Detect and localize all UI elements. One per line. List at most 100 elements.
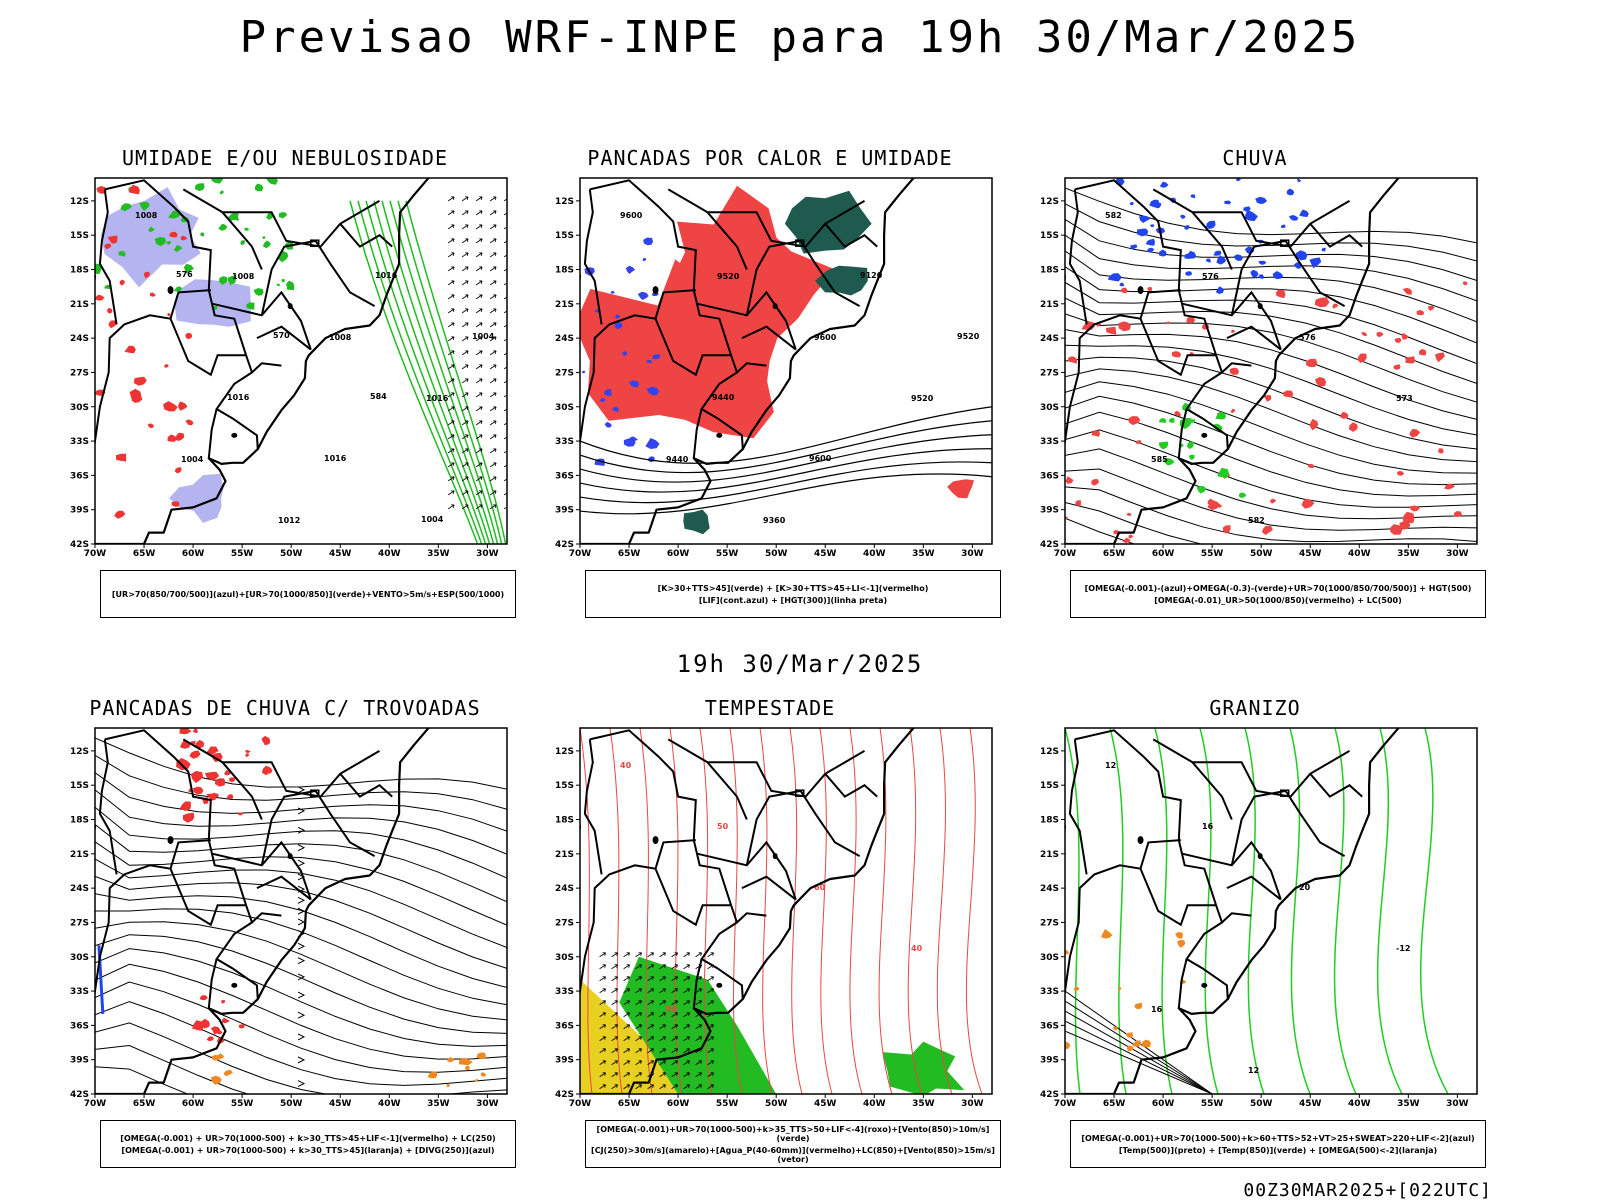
wind-vector bbox=[461, 378, 469, 384]
lat-tick-label: 39S bbox=[555, 506, 574, 516]
wind-vector bbox=[475, 224, 483, 230]
contour-label: 1016 bbox=[375, 271, 398, 280]
border-line bbox=[741, 325, 797, 351]
contour-label: 1008 bbox=[135, 211, 158, 220]
lake-marker bbox=[716, 432, 723, 438]
border-line bbox=[182, 188, 381, 248]
green-contour bbox=[357, 200, 483, 544]
wind-vector bbox=[447, 392, 455, 398]
red-storm-area bbox=[206, 792, 217, 801]
panel-chuva: CHUVA 582 576 576 573 585 582 12S 15S 18S 21S 24S 2… bbox=[1020, 146, 1490, 626]
blue-lif-contour bbox=[614, 321, 623, 330]
wind-vector bbox=[707, 1000, 714, 1006]
wind-vector bbox=[503, 450, 507, 454]
green-temp850-contour bbox=[1289, 728, 1311, 1094]
map-content bbox=[95, 728, 507, 1094]
contour-label: 9600 bbox=[620, 211, 643, 220]
panel-granizo: GRANIZO 12 16 20 -12 16 12 12S 15S 18S 21S 24S 27S 3… bbox=[1020, 696, 1490, 1176]
border-line bbox=[1177, 958, 1188, 1009]
lat-tick-label: 12S bbox=[1040, 747, 1059, 757]
green-omega-area bbox=[1215, 411, 1226, 420]
red-storm-area bbox=[189, 750, 201, 759]
green-humidity-contour bbox=[278, 212, 288, 219]
blue-omega-area bbox=[1272, 271, 1284, 280]
blue-omega-area bbox=[1299, 209, 1309, 217]
wind-vector bbox=[461, 490, 469, 496]
red-lc-contour bbox=[849, 728, 863, 1094]
map-content: 582 576 576 573 585 582 bbox=[1065, 178, 1477, 544]
contour-label: 9440 bbox=[666, 455, 689, 464]
blue-omega-area bbox=[1159, 181, 1169, 188]
orange-area bbox=[465, 1065, 470, 1071]
border-line bbox=[1226, 875, 1282, 901]
wind-vector bbox=[671, 1012, 678, 1018]
orange-omega-area bbox=[1177, 939, 1186, 948]
green-omega-area bbox=[1188, 454, 1195, 460]
border-line bbox=[589, 729, 733, 906]
wind-vector bbox=[623, 1000, 630, 1006]
map-frame bbox=[94, 727, 508, 1095]
streamline bbox=[95, 754, 507, 810]
lake-marker bbox=[652, 286, 659, 295]
border-line bbox=[1177, 408, 1188, 459]
wind-vector bbox=[461, 336, 469, 342]
map-svg: 12 16 20 -12 16 12 12S 15S 18S 21S 24S 27S 30S 33S 36S… bbox=[1040, 727, 1478, 1109]
lon-tick-label: 55W bbox=[1201, 549, 1224, 559]
wind-vector bbox=[611, 1000, 618, 1006]
wind-vector bbox=[695, 1084, 702, 1090]
wind-vector bbox=[503, 198, 507, 202]
wind-vector bbox=[475, 406, 483, 412]
brasilia-marker bbox=[1279, 239, 1290, 247]
blue-lif-contour bbox=[612, 406, 619, 412]
red-rain-area bbox=[1118, 321, 1131, 332]
green-humidity-contour bbox=[266, 178, 278, 185]
green-humidity-contour bbox=[254, 183, 264, 192]
lat-tick-label: 36S bbox=[70, 471, 89, 481]
contour-label: 1012 bbox=[278, 516, 300, 525]
wind-vector bbox=[695, 1000, 702, 1006]
streamline bbox=[1065, 329, 1477, 420]
red-contour-fragment bbox=[167, 434, 177, 442]
wind-vector bbox=[659, 1000, 666, 1006]
red-lc-contour bbox=[907, 728, 923, 1094]
wind-vector bbox=[707, 1084, 714, 1090]
red-rain-area bbox=[1340, 411, 1349, 419]
red-rain-area bbox=[1301, 498, 1315, 509]
red-storm-area bbox=[199, 995, 208, 1001]
green-humidity-contour bbox=[211, 178, 223, 184]
contour-label: 60 bbox=[814, 883, 826, 892]
wind-vector bbox=[489, 504, 497, 510]
red-rain-area bbox=[1435, 352, 1445, 363]
green-humidity-contour bbox=[227, 275, 237, 286]
blue-omega-area bbox=[1190, 194, 1196, 199]
wind-vector bbox=[489, 210, 497, 216]
border-line bbox=[1309, 223, 1363, 248]
contour-label: 12 bbox=[1248, 1066, 1259, 1075]
red-storm-area bbox=[183, 812, 195, 823]
blue-omega-area bbox=[1244, 209, 1258, 222]
wind-vector bbox=[489, 364, 497, 370]
red-rain-area bbox=[1283, 390, 1294, 398]
map-content: 12 16 20 -12 16 12 bbox=[1065, 728, 1449, 1094]
streamline bbox=[1065, 313, 1477, 403]
wind-vector bbox=[623, 1036, 630, 1042]
wind-vector bbox=[447, 210, 455, 216]
wind-vector bbox=[599, 1024, 606, 1030]
wind-vector bbox=[683, 988, 690, 994]
streamline bbox=[1065, 203, 1477, 262]
wind-vector bbox=[695, 1024, 702, 1030]
panel-umidade: UMIDADE E/OU NEBULOSIDADE 1008 1008 1008 10… bbox=[50, 146, 520, 626]
red-rain-area bbox=[1067, 356, 1077, 364]
lat-tick-label: 21S bbox=[70, 850, 89, 860]
blue-omega-area bbox=[1179, 214, 1186, 219]
wind-vector bbox=[447, 476, 455, 482]
blue-omega-area bbox=[1224, 200, 1232, 205]
coastline bbox=[1065, 728, 1400, 1094]
wind-vector bbox=[489, 448, 497, 454]
hgt-contour bbox=[580, 461, 992, 504]
wind-vector bbox=[447, 238, 455, 244]
border-line bbox=[589, 179, 733, 356]
orange-omega-area bbox=[1117, 986, 1122, 990]
wind-vector bbox=[447, 462, 455, 468]
wind-vector bbox=[489, 336, 497, 342]
